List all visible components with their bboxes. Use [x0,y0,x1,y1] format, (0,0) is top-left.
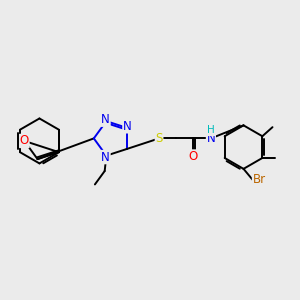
Text: S: S [155,132,163,145]
Text: O: O [20,134,29,147]
Text: N: N [123,120,132,133]
Text: Br: Br [253,173,266,186]
Text: N: N [101,151,110,164]
Text: O: O [189,150,198,163]
Text: N: N [101,113,110,126]
Text: H: H [207,125,215,135]
Text: N: N [206,132,215,145]
